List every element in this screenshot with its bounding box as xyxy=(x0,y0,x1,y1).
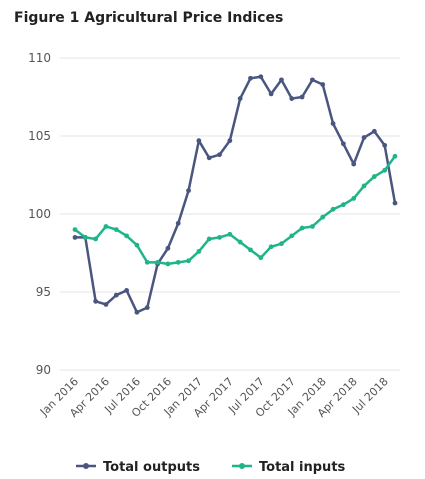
data-point[interactable] xyxy=(258,74,264,80)
data-point[interactable] xyxy=(320,214,326,220)
legend-swatch-marker xyxy=(83,463,89,469)
data-point[interactable] xyxy=(371,128,377,134)
data-point[interactable] xyxy=(382,142,388,148)
data-point[interactable] xyxy=(113,292,119,298)
data-point[interactable] xyxy=(299,225,305,231)
y-tick-label: 90 xyxy=(36,363,51,377)
data-point[interactable] xyxy=(279,241,284,247)
data-point[interactable] xyxy=(113,227,119,233)
data-point[interactable] xyxy=(351,196,357,201)
data-point[interactable] xyxy=(330,206,336,212)
data-point[interactable] xyxy=(72,235,78,240)
legend-label: Total outputs xyxy=(103,460,200,475)
data-point[interactable] xyxy=(248,247,253,253)
data-point[interactable] xyxy=(175,259,181,265)
data-point[interactable] xyxy=(237,239,243,245)
data-point[interactable] xyxy=(258,255,264,261)
data-point[interactable] xyxy=(103,302,109,307)
legend[interactable]: Total outputs Total inputs xyxy=(76,460,346,475)
y-tick-label: 105 xyxy=(28,129,51,143)
data-point[interactable] xyxy=(144,305,150,310)
series-line-total-outputs xyxy=(75,75,397,314)
data-point[interactable] xyxy=(392,153,398,159)
chart-title: Figure 1 Agricultural Price Indices xyxy=(14,10,284,26)
series-line-total-inputs xyxy=(74,155,397,266)
gridlines xyxy=(60,57,400,371)
data-point[interactable] xyxy=(72,227,78,233)
data-point[interactable] xyxy=(93,236,99,242)
data-point[interactable] xyxy=(289,233,295,239)
data-point[interactable] xyxy=(134,242,140,248)
data-point[interactable] xyxy=(186,258,191,264)
data-point[interactable] xyxy=(279,77,284,83)
data-point[interactable] xyxy=(206,155,212,161)
series-lines xyxy=(72,74,398,315)
data-point[interactable] xyxy=(165,245,171,251)
data-point[interactable] xyxy=(361,183,367,189)
data-point[interactable] xyxy=(248,75,253,81)
data-point[interactable] xyxy=(196,249,202,254)
data-point[interactable] xyxy=(361,135,367,140)
legend-swatch-marker xyxy=(239,463,245,469)
data-point[interactable] xyxy=(144,259,150,265)
data-point[interactable] xyxy=(330,121,336,126)
data-point[interactable] xyxy=(186,188,191,194)
data-point[interactable] xyxy=(227,231,233,237)
data-point[interactable] xyxy=(175,220,181,226)
data-point[interactable] xyxy=(392,200,398,206)
y-axis-ticks: 90 95 100 105 110 xyxy=(28,51,51,377)
y-tick-label: 95 xyxy=(36,285,51,299)
data-point[interactable] xyxy=(351,161,357,167)
data-point[interactable] xyxy=(371,174,377,179)
data-point[interactable] xyxy=(310,77,315,83)
data-point[interactable] xyxy=(382,167,388,173)
data-point[interactable] xyxy=(320,82,326,87)
data-point[interactable] xyxy=(289,96,295,101)
data-point[interactable] xyxy=(155,259,160,265)
legend-item-total-outputs[interactable]: Total outputs xyxy=(76,460,200,475)
data-point[interactable] xyxy=(217,235,222,240)
data-point[interactable] xyxy=(206,236,212,242)
data-point[interactable] xyxy=(340,141,346,147)
y-tick-label: 110 xyxy=(28,51,51,65)
data-point[interactable] xyxy=(124,233,130,239)
legend-item-total-inputs[interactable]: Total inputs xyxy=(232,460,346,475)
data-point[interactable] xyxy=(103,224,109,229)
data-point[interactable] xyxy=(237,96,243,101)
data-point[interactable] xyxy=(124,288,130,293)
data-point[interactable] xyxy=(165,261,171,267)
data-point[interactable] xyxy=(82,235,88,240)
data-point[interactable] xyxy=(340,202,346,208)
data-point[interactable] xyxy=(310,224,315,229)
data-point[interactable] xyxy=(268,91,274,97)
data-point[interactable] xyxy=(93,298,99,304)
data-point[interactable] xyxy=(217,152,222,158)
legend-label: Total inputs xyxy=(259,460,346,475)
y-tick-label: 100 xyxy=(28,207,51,221)
data-point[interactable] xyxy=(134,309,140,315)
data-point[interactable] xyxy=(227,138,233,144)
data-point[interactable] xyxy=(299,94,305,100)
data-point[interactable] xyxy=(196,138,202,144)
data-point[interactable] xyxy=(268,244,274,250)
